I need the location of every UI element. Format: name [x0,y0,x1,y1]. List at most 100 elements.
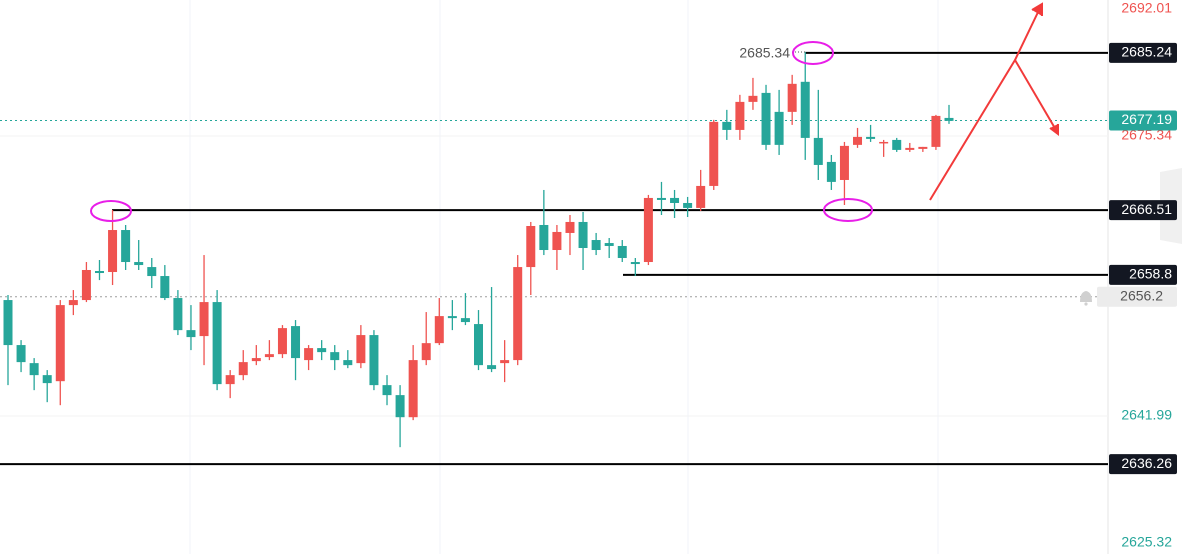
candle-body [317,348,327,353]
candle-body [147,267,157,277]
candle-body [656,197,666,200]
axis-layer: 2692.01 2675.34 2641.99 2625.32 2685.24 2666.… [1097,0,1177,550]
candle-body [343,360,353,366]
candle-body [29,363,39,376]
price-label: 2636.26 [1121,455,1172,471]
bell-body [1080,291,1092,302]
candle-body [3,300,13,346]
candle-body [81,269,91,301]
alert-price-label: 2656.2 [1120,287,1163,303]
candle-body [944,117,954,121]
candle-body [68,300,78,306]
candle-body [839,145,849,180]
current-price-box [1109,110,1177,131]
candle-body [761,92,771,145]
bell-clapper [1084,302,1088,306]
candle-body [225,375,235,385]
candle-body [643,197,653,263]
candle-body [526,225,536,268]
candles-layer: 2685.34 [3,45,954,448]
candle-body [565,221,575,233]
candle-body [434,316,444,344]
vertical-grid [189,0,939,554]
candle-body [304,348,314,361]
grid-layer [0,135,1108,417]
candle-body [408,360,418,418]
candle-body [787,83,797,112]
candle-body [866,136,876,139]
price-label-box [1109,42,1177,63]
candle-body [905,147,915,150]
candle-body [774,111,784,145]
candle-body [892,139,902,150]
candle-body [630,262,640,265]
candle-body [395,395,405,418]
candle-body [617,245,627,258]
candle-body [578,221,588,248]
candle-body [16,345,26,363]
bell-icon [1080,291,1092,306]
candle-body [591,240,601,251]
highlight-ellipse [90,200,132,222]
candle-body [55,305,65,382]
candle-body [931,115,941,147]
price-label: 2658.8 [1129,266,1172,282]
candle-body [500,360,510,364]
price-label-box [1109,200,1177,221]
price-label-box [1109,454,1177,475]
candle-body [356,335,366,364]
candle-body [539,224,549,251]
candle-body [212,302,222,385]
candle-body [879,141,889,144]
candle-body [696,185,706,208]
candle-body [382,385,392,396]
candle-body [330,352,340,361]
high-marker-label: 2685.34 [739,45,790,61]
arrowhead [1031,2,1043,16]
candle-body [42,375,52,384]
candle-body [735,101,745,130]
candle-body [291,326,301,359]
candle-body [670,197,680,203]
candle-body [813,137,823,165]
price-label: 2666.51 [1121,201,1172,217]
candle-body [826,161,836,182]
candle-body [709,121,719,186]
candle-body [251,358,261,362]
candle-body [173,298,183,331]
y-tick-label: 2625.32 [1121,534,1172,550]
current-price-label: 2677.19 [1121,111,1172,127]
candle-body [134,262,144,266]
alert-price-box [1097,286,1177,307]
candle-body [487,365,497,370]
candle-body [369,335,379,386]
candle-body [199,302,209,337]
drawings [90,2,1059,222]
candle-body [604,243,614,246]
candle-body [683,202,693,208]
candle-body [552,231,562,251]
candle-body [853,136,863,145]
candle-body [160,276,170,299]
candle-body [421,343,431,361]
candle-body [186,330,196,338]
arrow-down [1014,59,1057,131]
candle-body [264,354,274,358]
candle-body [460,318,470,323]
candle-body [722,121,732,130]
candle-body [513,267,523,361]
candle-body [800,81,810,138]
candle-body [748,95,758,102]
candle-body [277,328,287,355]
candle-body [108,230,118,273]
price-label: 2685.24 [1121,44,1172,60]
arrowhead [1049,124,1059,136]
highlight-ellipse [823,198,873,222]
highlight-ellipse [792,41,834,65]
y-tick-label: 2641.99 [1121,407,1172,423]
candle-body [447,316,457,319]
candle-body [238,362,248,376]
candle-body [94,271,104,274]
